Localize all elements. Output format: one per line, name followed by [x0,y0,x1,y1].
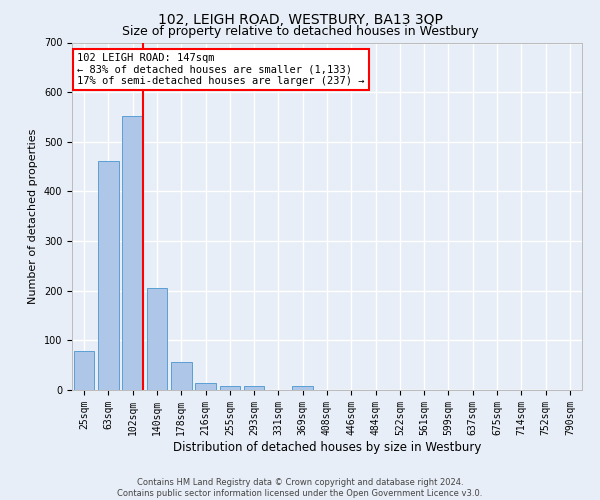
Bar [292,386,313,390]
Bar [171,362,191,390]
Text: 102, LEIGH ROAD, WESTBURY, BA13 3QP: 102, LEIGH ROAD, WESTBURY, BA13 3QP [158,12,442,26]
Bar [146,288,167,390]
Text: Contains HM Land Registry data © Crown copyright and database right 2024.
Contai: Contains HM Land Registry data © Crown c… [118,478,482,498]
X-axis label: Distribution of detached houses by size in Westbury: Distribution of detached houses by size … [173,440,481,454]
Y-axis label: Number of detached properties: Number of detached properties [28,128,38,304]
Text: 102 LEIGH ROAD: 147sqm
← 83% of detached houses are smaller (1,133)
17% of semi-: 102 LEIGH ROAD: 147sqm ← 83% of detached… [77,53,365,86]
Bar [244,386,265,390]
Text: Size of property relative to detached houses in Westbury: Size of property relative to detached ho… [122,25,478,38]
Bar [74,352,94,390]
Bar [220,386,240,390]
Bar [122,116,143,390]
Bar [98,160,119,390]
Bar [195,382,216,390]
